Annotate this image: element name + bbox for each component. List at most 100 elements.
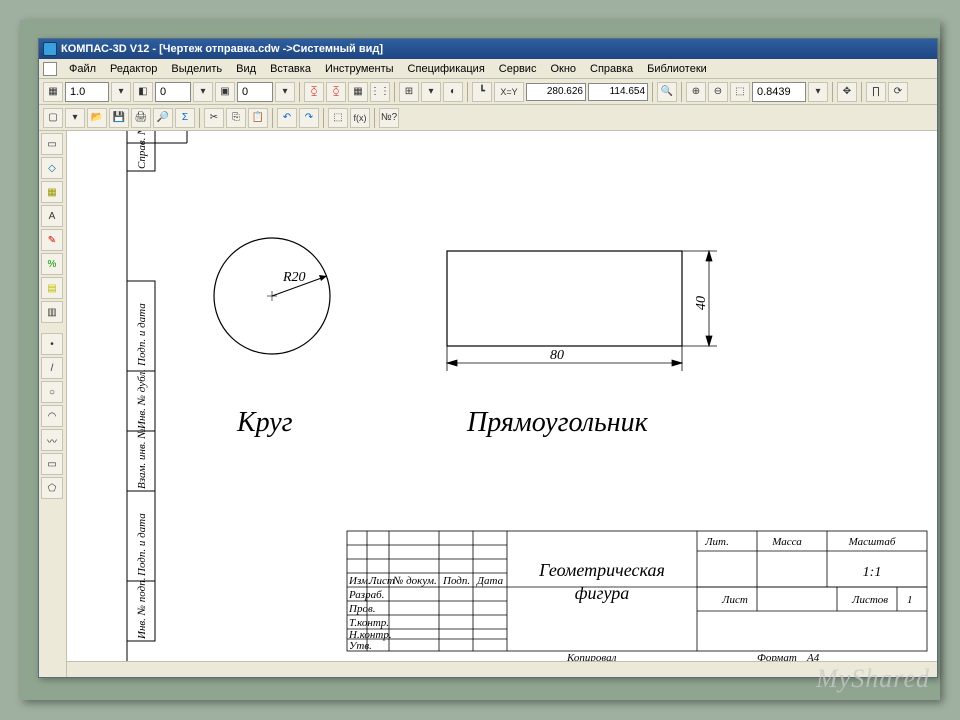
magnet2-icon[interactable]: ⧲ [326,82,346,102]
tb-title1: Геометрическая [538,560,665,580]
tool-palette: ▭ ◇ ▦ A ✎ % ▤ ▥ • / ○ ◠ 〰 ▭ ⬠ [39,131,67,677]
pt-param-icon[interactable]: % [41,253,63,275]
grid-icon[interactable]: ▦ [348,82,368,102]
separator [652,82,653,102]
new-icon[interactable]: ▢ [43,108,63,128]
tb-layer-icon[interactable]: ◧ [133,82,153,102]
undo-icon[interactable]: ↶ [277,108,297,128]
tb-title2: фигура [575,583,630,603]
menu-file[interactable]: Файл [63,61,102,77]
tb-h4: Дата [476,575,504,587]
circle-radius-label: R20 [282,270,306,285]
scrollbar-horizontal[interactable] [67,661,937,677]
pt-edit-icon[interactable]: ✎ [41,229,63,251]
tool2-icon[interactable]: ⟳ [888,82,908,102]
pt-tbl-icon[interactable]: ▥ [41,301,63,323]
prop-icon[interactable]: Σ [175,108,195,128]
zoom-fit-icon[interactable]: 🔍 [657,82,677,102]
menu-insert[interactable]: Вставка [264,61,317,77]
magnet-icon[interactable]: ⧲ [304,82,324,102]
paste-icon[interactable]: 📋 [248,108,268,128]
macro-icon[interactable]: ⬚ [328,108,348,128]
main-area: ▭ ◇ ▦ A ✎ % ▤ ▥ • / ○ ◠ 〰 ▭ ⬠ [39,131,937,677]
separator [374,108,375,128]
separator [199,108,200,128]
cut-icon[interactable]: ✂ [204,108,224,128]
save-icon[interactable]: 💾 [109,108,129,128]
toolbar-second: ▢ ▾ 📂 💾 🖨 🔎 Σ ✂ ⎘ 📋 ↶ ↷ ⬚ f(x) №? [39,105,937,131]
tb-grid-icon[interactable]: ▦ [43,82,63,102]
menu-service[interactable]: Сервис [493,61,543,77]
coord-icon[interactable]: ┗ [472,82,492,102]
separator [681,82,682,102]
snap-icon[interactable]: ⋮⋮ [370,82,390,102]
pt-geo-icon[interactable]: ◇ [41,157,63,179]
menu-tools[interactable]: Инструменты [319,61,400,77]
tb-listovv: 1 [907,594,913,606]
coord-y-readout: 114.654 [588,83,648,101]
pt-dim-icon[interactable]: ▦ [41,181,63,203]
rect-height-label: 40 [694,296,709,310]
dropdown-icon-2[interactable]: ▾ [193,82,213,102]
toolbar-top: ▦ 1.0 ▾ ◧ 0 ▾ ▣ 0 ▾ ⧲ ⧲ ▦ ⋮⋮ ⊞ ▾ ◐ ┗ X=Y… [39,79,937,105]
xy-label[interactable]: X=Y [494,82,524,102]
label-circle: Круг [236,407,293,438]
pt-poly-icon[interactable]: ⬠ [41,477,63,499]
pt-text-icon[interactable]: A [41,205,63,227]
pt-circle-icon[interactable]: ○ [41,381,63,403]
tb-r2: Т.контр. [349,617,389,629]
menu-edit[interactable]: Редактор [104,61,163,77]
menubar[interactable]: Файл Редактор Выделить Вид Вставка Инстр… [39,59,937,79]
copy-icon[interactable]: ⎘ [226,108,246,128]
separator [299,82,300,102]
side-label-3: Взам. инв. № [136,428,148,489]
pt-pt-icon[interactable]: • [41,333,63,355]
menu-view[interactable]: Вид [230,61,262,77]
scale-select[interactable]: 1.0 [65,82,109,102]
open-icon[interactable]: 📂 [87,108,107,128]
rect-width-label: 80 [550,348,564,363]
dropdown-icon-6[interactable]: ▾ [65,108,85,128]
separator [861,82,862,102]
dropdown-icon-3[interactable]: ▾ [275,82,295,102]
layer-select[interactable]: 0 [155,82,191,102]
pt-select-icon[interactable]: ▭ [41,133,63,155]
dropdown-icon-4[interactable]: ▾ [421,82,441,102]
drawing-canvas[interactable]: Справ. № Подп. и дата Инв. № дубл. Взам.… [67,131,937,677]
menu-window[interactable]: Окно [544,61,582,77]
titlebar: КОМПАС-3D V12 - [Чертеж отправка.cdw ->С… [39,39,937,59]
round-icon[interactable]: ◐ [443,82,463,102]
tool1-icon[interactable]: ∏ [866,82,886,102]
zoom-win-icon[interactable]: ⬚ [730,82,750,102]
zoom-in-icon[interactable]: ⊕ [686,82,706,102]
menu-libs[interactable]: Библиотеки [641,61,713,77]
redo-icon[interactable]: ↷ [299,108,319,128]
pt-arc-icon[interactable]: ◠ [41,405,63,427]
tb-h3: Подп. [442,575,470,587]
pt-spline-icon[interactable]: 〰 [41,429,63,451]
dropdown-icon[interactable]: ▾ [111,82,131,102]
preview-icon[interactable]: 🔎 [153,108,173,128]
side-label-5: Инв. № подп. [136,578,148,640]
pt-rect-icon[interactable]: ▭ [41,453,63,475]
dropdown-icon-5[interactable]: ▾ [808,82,828,102]
help-icon[interactable]: №? [379,108,399,128]
menu-spec[interactable]: Спецификация [402,61,491,77]
print-icon[interactable]: 🖨 [131,108,151,128]
pt-line-icon[interactable]: / [41,357,63,379]
tb-h2: № докум. [392,575,437,587]
menu-select[interactable]: Выделить [165,61,228,77]
separator [832,82,833,102]
tb-massa: Масса [771,536,802,548]
tb-color-icon[interactable]: ▣ [215,82,235,102]
pt-meas-icon[interactable]: ▤ [41,277,63,299]
side-label-4: Подп. и дата [136,513,148,577]
zoom-select[interactable]: 0.8439 [752,82,806,102]
tb-scale: 1:1 [863,565,882,580]
fx-icon[interactable]: f(x) [350,108,370,128]
menu-help[interactable]: Справка [584,61,639,77]
ortho-icon[interactable]: ⊞ [399,82,419,102]
style-select[interactable]: 0 [237,82,273,102]
pan-icon[interactable]: ✥ [837,82,857,102]
zoom-out-icon[interactable]: ⊖ [708,82,728,102]
